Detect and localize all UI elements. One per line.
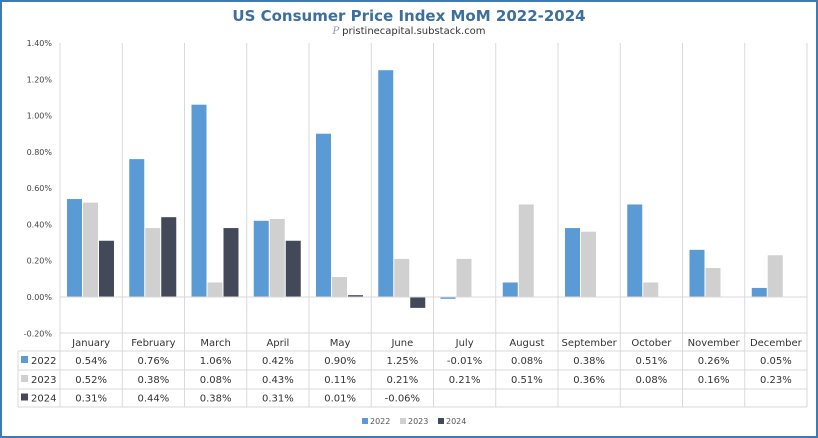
table-cell: 0.36%: [573, 375, 605, 386]
category-label: October: [631, 338, 672, 349]
bar-2022-november: [689, 249, 705, 297]
category-label: November: [688, 338, 741, 349]
category-label: September: [561, 338, 617, 349]
legend-label: 2024: [446, 417, 466, 426]
table-cell: 0.38%: [137, 375, 169, 386]
y-tick-label: 1.00%: [27, 112, 53, 121]
bar-2023-january: [83, 202, 98, 297]
table-cell: 0.16%: [698, 375, 730, 386]
bar-2023-march: [207, 282, 223, 297]
table-cell: 0.38%: [573, 356, 605, 367]
bar-2022-september: [565, 228, 580, 297]
bar-2023-december: [767, 255, 783, 297]
y-tick-label: 1.40%: [27, 39, 53, 48]
table-cell: 0.54%: [75, 356, 107, 367]
bar-2024-february: [161, 217, 177, 297]
category-label: January: [71, 338, 110, 349]
bar-2024-april: [285, 240, 301, 297]
table-cell: 0.01%: [324, 394, 356, 405]
category-label: June: [390, 338, 413, 349]
legend-swatch-2022: [362, 418, 368, 424]
legend-key-2023: [21, 375, 28, 382]
legend-label: 2022: [370, 417, 390, 426]
table-cell: 0.31%: [262, 394, 294, 405]
bar-2024-may: [348, 295, 363, 297]
table-cell: 0.51%: [635, 356, 667, 367]
table-cell: 1.25%: [386, 356, 418, 367]
table-cell: -0.01%: [447, 356, 482, 367]
bar-2022-july: [440, 297, 456, 299]
legend-label: 2023: [408, 417, 428, 426]
bar-2023-april: [269, 218, 285, 297]
table-cell: 0.11%: [324, 375, 356, 386]
bar-2023-july: [456, 258, 472, 297]
table-cell: 0.90%: [324, 356, 356, 367]
y-tick-label: 0.60%: [27, 184, 53, 193]
table-cell: 0.05%: [760, 356, 792, 367]
bar-2023-november: [705, 267, 721, 297]
table-cell: 0.23%: [760, 375, 792, 386]
table-cell: 0.26%: [698, 356, 730, 367]
bar-2023-june: [394, 258, 410, 297]
legend-key-2022: [21, 356, 28, 363]
bar-2022-february: [129, 159, 145, 297]
category-label: April: [266, 338, 289, 349]
table-cell: 1.06%: [200, 356, 232, 367]
table-cell: 0.08%: [635, 375, 667, 386]
bar-2024-june: [410, 297, 426, 308]
bar-2023-august: [518, 204, 534, 297]
table-cell: 0.21%: [386, 375, 418, 386]
table-cell: 0.43%: [262, 375, 294, 386]
legend-swatch-2023: [400, 418, 406, 424]
table-cell: 0.21%: [449, 375, 481, 386]
category-label: February: [131, 338, 175, 349]
y-tick-label: 1.20%: [27, 75, 53, 84]
table-cell: 0.08%: [200, 375, 232, 386]
table-series-label: 2022: [31, 356, 56, 367]
table-cell: 0.42%: [262, 356, 294, 367]
table-cell: 0.08%: [511, 356, 543, 367]
table-cell: 0.31%: [75, 394, 107, 405]
table-series-label: 2024: [31, 394, 56, 405]
category-label: July: [455, 338, 474, 349]
category-label: December: [750, 338, 803, 349]
subtitle-text: pristinecapital.substack.com: [342, 26, 486, 37]
y-tick-label: -0.20%: [24, 329, 53, 338]
category-label: May: [330, 338, 351, 349]
bar-2022-january: [67, 199, 82, 297]
table-cell: 0.51%: [511, 375, 543, 386]
y-tick-label: 0.80%: [27, 148, 53, 157]
chart-title: US Consumer Price Index MoM 2022-2024: [232, 7, 586, 25]
category-label: March: [200, 338, 230, 349]
table-cell: 0.76%: [137, 356, 169, 367]
bar-2022-october: [627, 204, 643, 297]
bar-2024-january: [99, 240, 114, 297]
bar-2022-april: [253, 220, 269, 297]
bar-2023-february: [145, 228, 161, 297]
table-cell: -0.06%: [385, 394, 420, 405]
bar-2022-december: [751, 287, 767, 297]
bar-2022-june: [378, 70, 394, 297]
y-tick-label: 0.20%: [27, 257, 53, 266]
y-tick-label: 0.40%: [27, 220, 53, 229]
bar-2023-september: [581, 231, 596, 297]
table-cell: 0.38%: [200, 394, 232, 405]
table-series-label: 2023: [31, 375, 56, 386]
bar-2023-october: [643, 282, 659, 297]
logo-icon: P: [332, 26, 340, 37]
y-tick-label: 0.00%: [27, 293, 53, 302]
category-label: August: [509, 338, 544, 349]
table-cell: 0.52%: [75, 375, 107, 386]
bar-2022-may: [316, 133, 331, 297]
bar-2022-august: [502, 282, 518, 297]
bar-2022-march: [191, 104, 207, 297]
table-cell: 0.44%: [137, 394, 169, 405]
legend-swatch-2024: [438, 418, 444, 424]
bar-2023-may: [332, 277, 347, 297]
bar-2024-march: [223, 228, 239, 297]
legend-key-2024: [21, 393, 28, 401]
